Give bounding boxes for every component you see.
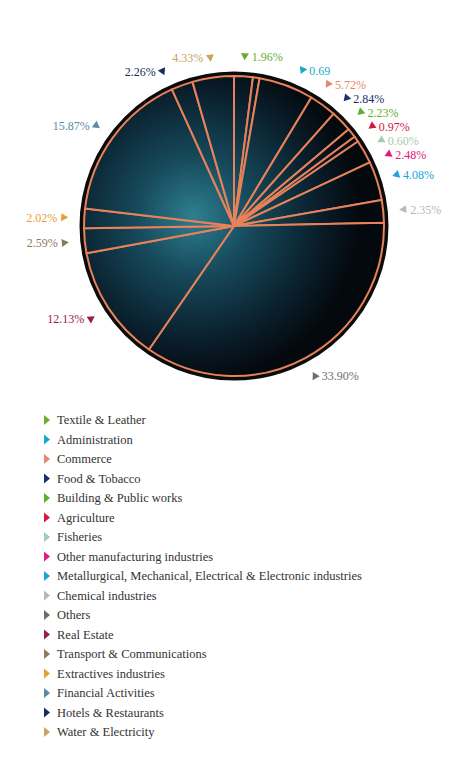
legend-swatch bbox=[44, 435, 50, 445]
legend-swatch bbox=[44, 688, 50, 698]
legend-swatch bbox=[44, 630, 50, 640]
label-pointer bbox=[322, 80, 333, 90]
legend-label: Agriculture bbox=[57, 511, 115, 525]
data-label: 4.33% bbox=[172, 51, 203, 65]
pie-group bbox=[82, 74, 386, 378]
legend-swatch bbox=[44, 669, 50, 679]
label-pointer bbox=[92, 121, 102, 132]
data-label: 33.90% bbox=[322, 369, 359, 383]
data-label: 5.72% bbox=[335, 78, 366, 92]
legend-label: Transport & Communications bbox=[57, 647, 207, 661]
legend-label: Chemical industries bbox=[57, 589, 157, 603]
label-pointer bbox=[341, 93, 352, 104]
data-label: 1.96% bbox=[252, 50, 283, 64]
data-label: 2.84% bbox=[353, 92, 384, 106]
data-label: 0.69 bbox=[309, 64, 330, 78]
chart-svg: 1.96% 0.69 5.72%2.84%2.23%0.97%0.60%2.48% 4… bbox=[0, 0, 468, 767]
legend-swatch bbox=[44, 493, 50, 503]
legend-swatch bbox=[44, 649, 50, 659]
data-label: 0.97% bbox=[379, 120, 410, 134]
legend-label: Commerce bbox=[57, 452, 112, 466]
legend-swatch bbox=[44, 591, 50, 601]
legend-label: Hotels & Restaurants bbox=[57, 706, 164, 720]
label-pointer bbox=[375, 135, 385, 145]
label-pointer bbox=[399, 205, 407, 214]
legend-swatch bbox=[44, 727, 50, 737]
legend: Textile & Leather Administration Commerce F… bbox=[44, 413, 362, 739]
legend-swatch bbox=[44, 610, 50, 620]
pie-slice bbox=[192, 76, 234, 226]
legend-label: Fisheries bbox=[57, 530, 102, 544]
pie-slice bbox=[84, 226, 234, 253]
label-pointer bbox=[383, 149, 393, 159]
label-pointer bbox=[61, 213, 68, 221]
legend-swatch bbox=[44, 474, 50, 484]
data-label: 4.08% bbox=[403, 168, 434, 182]
legend-swatch bbox=[44, 415, 50, 425]
legend-swatch bbox=[44, 513, 50, 523]
label-pointer bbox=[87, 313, 97, 324]
data-label: 2.23% bbox=[367, 106, 398, 120]
legend-swatch bbox=[44, 708, 50, 718]
legend-label: Building & Public works bbox=[57, 491, 182, 505]
label-pointer bbox=[61, 238, 69, 247]
label-pointer bbox=[241, 53, 249, 60]
data-label: 15.87% bbox=[53, 119, 90, 133]
label-pointer bbox=[355, 107, 366, 118]
data-label: 2.02% bbox=[26, 211, 57, 225]
legend-label: Financial Activities bbox=[57, 686, 155, 700]
legend-label: Administration bbox=[57, 433, 133, 447]
pie-border bbox=[82, 74, 386, 378]
label-pointer bbox=[297, 66, 307, 76]
legend-label: Extractives industries bbox=[57, 667, 165, 681]
chart-container: 1.96% 0.69 5.72%2.84%2.23%0.97%0.60%2.48% 4… bbox=[0, 0, 468, 767]
pie-slice bbox=[234, 200, 384, 226]
data-label: 2.48% bbox=[395, 148, 426, 162]
data-label: 0.60% bbox=[388, 134, 419, 148]
label-pointer bbox=[158, 67, 168, 77]
label-pointer bbox=[391, 170, 400, 180]
legend-label: Water & Electricity bbox=[57, 725, 155, 739]
legend-label: Textile & Leather bbox=[57, 413, 147, 427]
data-label: 12.13% bbox=[47, 312, 84, 326]
legend-swatch bbox=[44, 454, 50, 464]
label-pointer bbox=[309, 370, 319, 380]
legend-label: Others bbox=[57, 608, 90, 622]
legend-swatch bbox=[44, 571, 50, 581]
legend-label: Other manufacturing industries bbox=[57, 550, 213, 564]
legend-label: Food & Tobacco bbox=[57, 472, 141, 486]
data-label: 2.59% bbox=[27, 236, 58, 250]
label-pointer bbox=[366, 121, 376, 132]
data-labels: 1.96% 0.69 5.72%2.84%2.23%0.97%0.60%2.48% 4… bbox=[26, 50, 441, 383]
legend-label: Metallurgical, Mechanical, Electrical & … bbox=[57, 569, 362, 583]
data-label: 2.35% bbox=[410, 203, 441, 217]
legend-swatch bbox=[44, 532, 50, 542]
legend-label: Real Estate bbox=[57, 628, 114, 642]
label-pointer bbox=[206, 54, 215, 62]
data-label: 2.26% bbox=[125, 65, 156, 79]
legend-swatch bbox=[44, 552, 50, 562]
